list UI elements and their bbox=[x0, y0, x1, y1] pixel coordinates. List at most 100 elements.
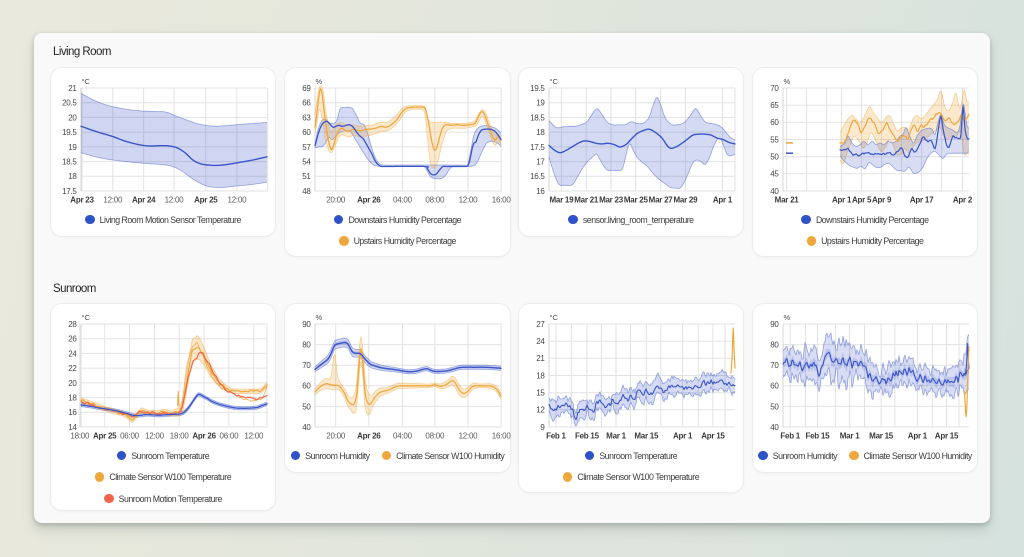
svg-text:40: 40 bbox=[770, 187, 779, 196]
svg-text:24: 24 bbox=[536, 337, 545, 346]
svg-text:70: 70 bbox=[302, 361, 311, 370]
svg-text:12:00: 12:00 bbox=[459, 196, 479, 205]
svg-text:22: 22 bbox=[68, 364, 77, 373]
svg-text:70: 70 bbox=[770, 361, 779, 370]
svg-text:16:00: 16:00 bbox=[492, 196, 512, 205]
svg-text:18: 18 bbox=[536, 371, 545, 380]
svg-text:80: 80 bbox=[302, 341, 311, 350]
svg-text:%: % bbox=[316, 313, 323, 322]
svg-text:19.5: 19.5 bbox=[530, 84, 545, 93]
svg-text:20: 20 bbox=[68, 379, 77, 388]
svg-text:27: 27 bbox=[536, 320, 545, 329]
svg-text:21: 21 bbox=[68, 84, 77, 93]
svg-text:Mar 19: Mar 19 bbox=[549, 196, 574, 205]
svg-text:9: 9 bbox=[540, 423, 545, 432]
svg-text:40: 40 bbox=[302, 423, 311, 432]
svg-text:%: % bbox=[784, 313, 791, 322]
svg-text:Mar 1: Mar 1 bbox=[840, 432, 860, 441]
svg-text:°C: °C bbox=[82, 313, 91, 322]
svg-text:12:00: 12:00 bbox=[103, 196, 123, 205]
svg-text:18.5: 18.5 bbox=[530, 113, 545, 122]
svg-text:16: 16 bbox=[536, 187, 545, 196]
svg-text:Feb 1: Feb 1 bbox=[546, 432, 566, 441]
svg-text:15: 15 bbox=[536, 389, 545, 398]
svg-text:60: 60 bbox=[302, 128, 311, 137]
svg-text:Mar 15: Mar 15 bbox=[634, 432, 659, 441]
svg-text:50: 50 bbox=[770, 402, 779, 411]
svg-text:19: 19 bbox=[68, 143, 77, 152]
svg-text:16:00: 16:00 bbox=[492, 432, 512, 441]
svg-text:Apr 1: Apr 1 bbox=[908, 432, 928, 441]
svg-text:40: 40 bbox=[770, 423, 779, 432]
svg-text:70: 70 bbox=[770, 84, 779, 93]
svg-text:Mar 27: Mar 27 bbox=[649, 196, 674, 205]
svg-text:50: 50 bbox=[302, 402, 311, 411]
svg-text:Apr 25: Apr 25 bbox=[194, 196, 218, 205]
svg-text:Apr 26: Apr 26 bbox=[357, 432, 381, 441]
svg-text:17: 17 bbox=[536, 158, 545, 167]
svg-text:65: 65 bbox=[770, 101, 779, 110]
svg-text:Apr 26: Apr 26 bbox=[357, 196, 381, 205]
svg-text:18: 18 bbox=[68, 394, 77, 403]
svg-text:18: 18 bbox=[68, 172, 77, 181]
svg-text:Apr 25: Apr 25 bbox=[93, 432, 117, 441]
svg-text:%: % bbox=[784, 77, 791, 86]
svg-text:20:00: 20:00 bbox=[326, 196, 346, 205]
svg-text:63: 63 bbox=[302, 113, 311, 122]
svg-text:04:00: 04:00 bbox=[393, 432, 413, 441]
svg-text:54: 54 bbox=[302, 158, 311, 167]
svg-text:Mar 29: Mar 29 bbox=[673, 196, 698, 205]
svg-text:50: 50 bbox=[770, 153, 779, 162]
svg-text:Apr 1: Apr 1 bbox=[713, 196, 733, 205]
svg-text:Mar 1: Mar 1 bbox=[606, 432, 626, 441]
svg-text:12: 12 bbox=[536, 406, 545, 415]
svg-text:Mar 15: Mar 15 bbox=[869, 432, 894, 441]
svg-text:Mar 23: Mar 23 bbox=[599, 196, 624, 205]
svg-text:06:00: 06:00 bbox=[120, 432, 140, 441]
svg-text:55: 55 bbox=[770, 135, 779, 144]
svg-text:Apr 1: Apr 1 bbox=[832, 196, 852, 205]
svg-text:48: 48 bbox=[302, 187, 311, 196]
svg-text:80: 80 bbox=[770, 341, 779, 350]
svg-text:06:00: 06:00 bbox=[220, 432, 240, 441]
svg-text:19: 19 bbox=[536, 99, 545, 108]
svg-text:90: 90 bbox=[770, 320, 779, 329]
svg-text:Mar 21: Mar 21 bbox=[775, 196, 800, 205]
svg-text:17.5: 17.5 bbox=[530, 143, 545, 152]
svg-text:20: 20 bbox=[68, 113, 77, 122]
svg-text:51: 51 bbox=[302, 172, 311, 181]
svg-text:04:00: 04:00 bbox=[393, 196, 413, 205]
svg-text:16.5: 16.5 bbox=[530, 172, 545, 181]
svg-text:60: 60 bbox=[302, 382, 311, 391]
svg-text:24: 24 bbox=[68, 349, 77, 358]
svg-text:60: 60 bbox=[770, 118, 779, 127]
svg-text:69: 69 bbox=[302, 84, 311, 93]
svg-text:17.5: 17.5 bbox=[62, 187, 77, 196]
svg-text:12:00: 12:00 bbox=[459, 432, 479, 441]
svg-text:19.5: 19.5 bbox=[62, 128, 77, 137]
svg-text:Apr 23: Apr 23 bbox=[70, 196, 94, 205]
svg-text:Apr 9: Apr 9 bbox=[872, 196, 892, 205]
svg-text:12:00: 12:00 bbox=[228, 196, 248, 205]
svg-text:%: % bbox=[316, 77, 323, 86]
svg-text:57: 57 bbox=[302, 143, 311, 152]
svg-text:°C: °C bbox=[550, 77, 559, 86]
svg-text:14: 14 bbox=[68, 423, 77, 432]
svg-text:°C: °C bbox=[82, 77, 91, 86]
svg-text:18:00: 18:00 bbox=[170, 432, 190, 441]
svg-text:Apr 1: Apr 1 bbox=[673, 432, 693, 441]
svg-text:12:00: 12:00 bbox=[145, 432, 165, 441]
svg-text:60: 60 bbox=[770, 382, 779, 391]
svg-text:Apr 26: Apr 26 bbox=[192, 432, 216, 441]
svg-text:18.5: 18.5 bbox=[62, 158, 77, 167]
svg-text:Mar 21: Mar 21 bbox=[574, 196, 599, 205]
svg-text:Apr 15: Apr 15 bbox=[701, 432, 725, 441]
svg-text:20:00: 20:00 bbox=[326, 432, 346, 441]
svg-text:Feb 1: Feb 1 bbox=[780, 432, 800, 441]
svg-text:66: 66 bbox=[302, 99, 311, 108]
svg-text:21: 21 bbox=[536, 354, 545, 363]
svg-text:Apr 15: Apr 15 bbox=[935, 432, 959, 441]
svg-text:Feb 15: Feb 15 bbox=[805, 432, 830, 441]
svg-text:18:00: 18:00 bbox=[70, 432, 90, 441]
svg-text:26: 26 bbox=[68, 335, 77, 344]
